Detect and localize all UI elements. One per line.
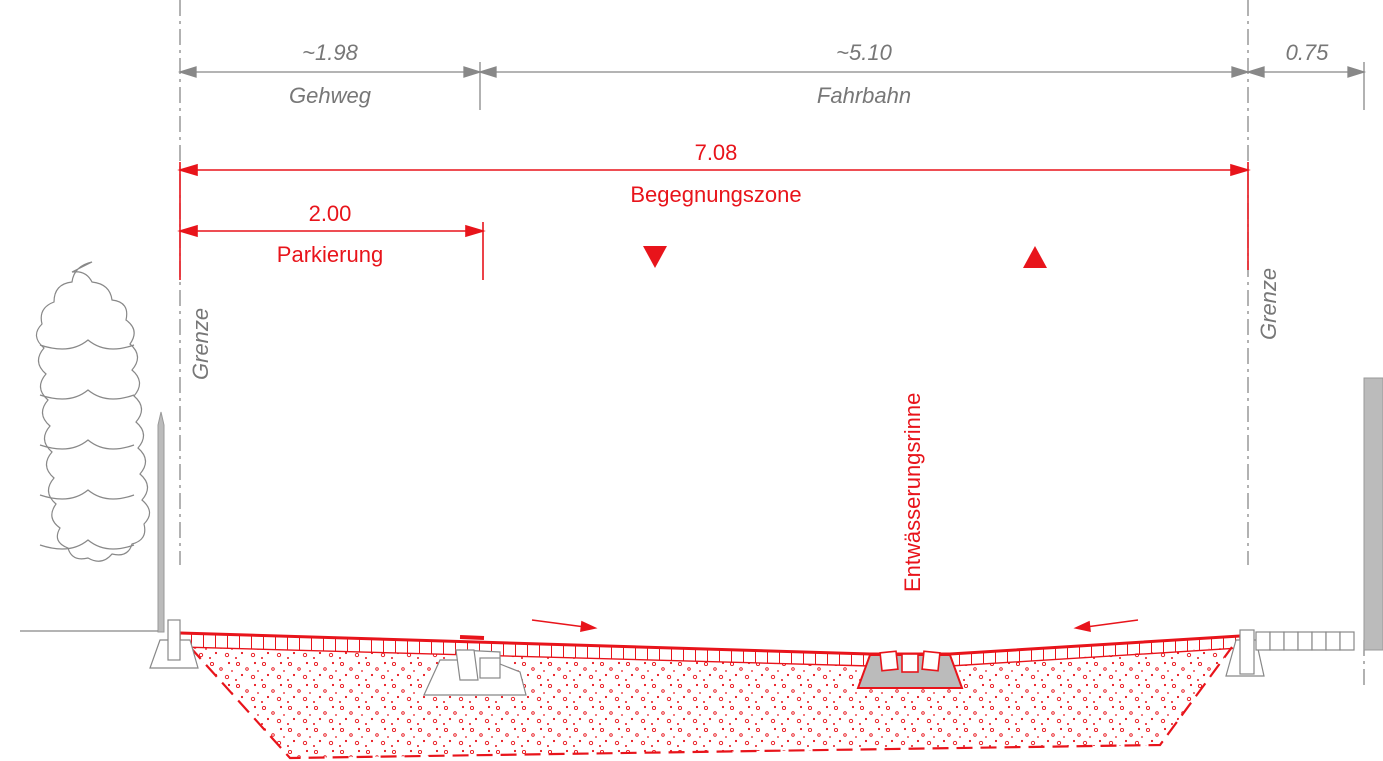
dim-gehweg-label: Gehweg <box>289 83 372 108</box>
drainage-label: Entwässerungsrinne <box>900 393 925 592</box>
left-curb <box>149 619 199 669</box>
dim-fahrbahn-value: ~5.10 <box>836 40 892 65</box>
direction-triangle-icon <box>643 246 667 268</box>
right-pavers <box>1255 631 1355 651</box>
existing-dimensions <box>177 62 1367 110</box>
fence-post-icon <box>157 411 165 633</box>
dim-parkierung-label: Parkierung <box>277 242 383 267</box>
direction-triangle-icon <box>1023 246 1047 268</box>
dim-parkierung-value: 2.00 <box>309 201 352 226</box>
dim-begegnungszone-label: Begegnungszone <box>630 182 801 207</box>
dim-gehweg-value: ~1.98 <box>302 40 358 65</box>
drainage-channel <box>856 650 964 689</box>
old-curb-outline <box>423 649 527 696</box>
right-curb <box>1225 629 1265 677</box>
subgrade-edge <box>189 646 1233 760</box>
flow-arrow-icon <box>1073 619 1139 633</box>
dim-fahrbahn-label: Fahrbahn <box>817 83 911 108</box>
dim-begegnungszone-value: 7.08 <box>695 140 738 165</box>
road-subgrade <box>190 647 1232 758</box>
dim-right-value: 0.75 <box>1286 40 1330 65</box>
boundary-label-left: Grenze <box>188 308 213 380</box>
flow-arrow-icon <box>531 619 598 633</box>
building-wall <box>1363 377 1383 651</box>
proposed-dimensions <box>177 162 1251 280</box>
boundary-label-right: Grenze <box>1256 268 1281 340</box>
tree-outline-icon <box>35 261 151 562</box>
